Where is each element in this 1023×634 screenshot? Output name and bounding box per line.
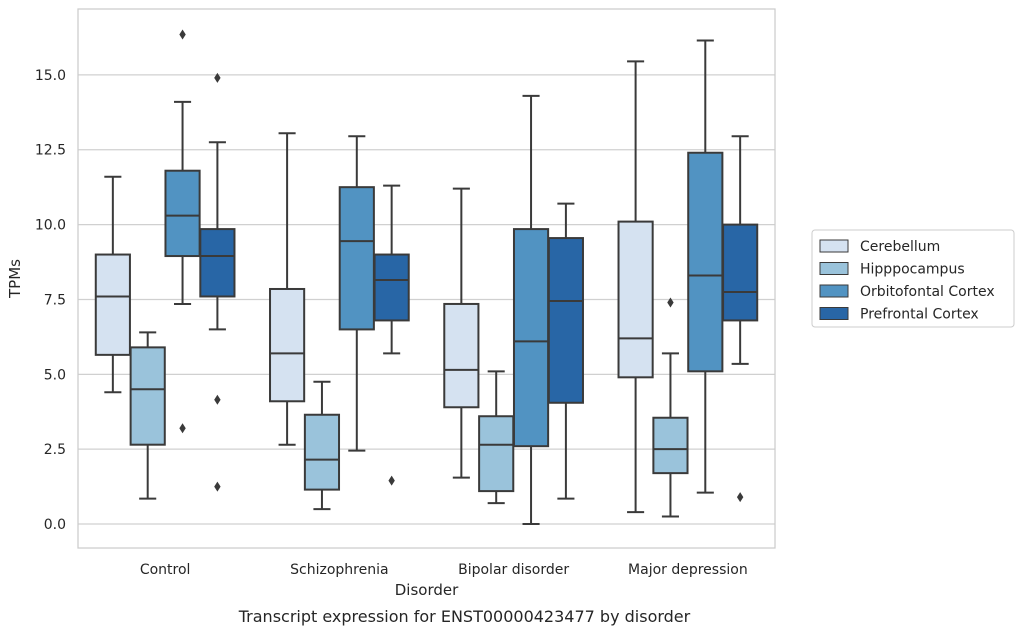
- box-iqr: [722, 223, 759, 322]
- box-hipppocampus: [652, 297, 689, 518]
- category-box-group: [617, 39, 759, 518]
- x-axis-ticks: Control Schizophrenia Bipolar disorder Majo…: [140, 562, 748, 578]
- y-tick-label: 12.5: [35, 143, 66, 159]
- outlier-marker: [214, 72, 221, 83]
- legend-frame: [811, 229, 1015, 328]
- outlier-marker: [179, 29, 186, 40]
- legend-label: Hipppocampus: [860, 262, 965, 278]
- box-cerebellum: [617, 60, 654, 514]
- box-iqr: [617, 220, 654, 379]
- box-prefrontal-cortex: [199, 72, 236, 492]
- box-cerebellum: [443, 187, 480, 479]
- x-tick-label: Control: [140, 562, 191, 578]
- outlier-marker: [214, 394, 221, 405]
- box-iqr: [338, 186, 375, 331]
- legend-label: Cerebellum: [860, 239, 940, 255]
- category-box-group: [443, 94, 584, 526]
- y-tick-label: 5.0: [44, 367, 66, 383]
- box-iqr: [164, 169, 201, 258]
- box-groups: [94, 29, 759, 526]
- box-iqr: [547, 237, 584, 404]
- box-iqr: [652, 416, 689, 475]
- y-axis-label: TPMs: [6, 259, 24, 299]
- box-iqr: [687, 151, 724, 373]
- x-tick-label: Bipolar disorder: [458, 562, 569, 578]
- box-orbitofontal-cortex: [687, 39, 724, 494]
- legend-item: Orbitofontal Cortex: [819, 284, 995, 300]
- box-iqr: [373, 253, 410, 322]
- legend: Cerebellum Hipppocampus Orbitofontal Corte…: [811, 229, 1015, 328]
- outlier-marker: [214, 481, 221, 492]
- legend-item: Prefrontal Cortex: [819, 307, 979, 323]
- y-tick-label: 15.0: [35, 68, 66, 84]
- y-axis-ticks: 0.0 2.5 5.0 7.5 10.0 12.5 15.0: [35, 68, 66, 533]
- x-tick-label: Major depression: [628, 562, 748, 578]
- category-box-group: [94, 29, 236, 500]
- outlier-marker: [179, 423, 186, 434]
- box-iqr: [269, 287, 306, 403]
- legend-swatch: [819, 239, 849, 253]
- legend-label: Orbitofontal Cortex: [860, 284, 995, 300]
- legend-item: Hipppocampus: [819, 262, 965, 278]
- box-iqr: [443, 302, 480, 409]
- y-tick-label: 10.0: [35, 218, 66, 234]
- plot-area-frame: [77, 8, 776, 549]
- box-hipppocampus: [303, 380, 341, 511]
- box-iqr: [129, 346, 166, 446]
- category-box-group: [269, 132, 410, 511]
- outlier-marker: [736, 492, 744, 503]
- y-tick-label: 0.0: [44, 517, 66, 533]
- legend-label: Prefrontal Cortex: [860, 307, 979, 323]
- box-orbitofontal-cortex: [512, 94, 550, 526]
- legend-swatch: [819, 262, 849, 275]
- legend-item: Cerebellum: [819, 239, 940, 255]
- legend-items: Cerebellum Hipppocampus Orbitofontal Corte…: [819, 239, 995, 323]
- box-orbitofontal-cortex: [338, 135, 375, 452]
- box-prefrontal-cortex: [722, 135, 759, 503]
- box-hipppocampus: [129, 331, 166, 500]
- box-orbitofontal-cortex: [164, 29, 201, 434]
- box-iqr: [94, 253, 131, 356]
- y-tick-label: 2.5: [44, 442, 66, 458]
- outlier-marker: [667, 297, 674, 308]
- box-cerebellum: [94, 175, 131, 394]
- legend-swatch: [819, 284, 849, 298]
- box-iqr: [478, 415, 515, 493]
- box-iqr: [512, 228, 550, 448]
- box-hipppocampus: [478, 370, 515, 505]
- box-iqr: [199, 228, 236, 298]
- box-iqr: [303, 413, 341, 491]
- y-tick-label: 7.5: [44, 292, 66, 308]
- box-prefrontal-cortex: [373, 184, 410, 486]
- chart-caption: Transcript expression for ENST0000042347…: [238, 607, 691, 626]
- box-cerebellum: [269, 132, 306, 446]
- x-axis-label: Disorder: [395, 581, 459, 599]
- x-tick-label: Schizophrenia: [290, 562, 388, 578]
- outlier-marker: [388, 475, 395, 486]
- box-prefrontal-cortex: [547, 202, 584, 500]
- legend-swatch: [819, 307, 849, 320]
